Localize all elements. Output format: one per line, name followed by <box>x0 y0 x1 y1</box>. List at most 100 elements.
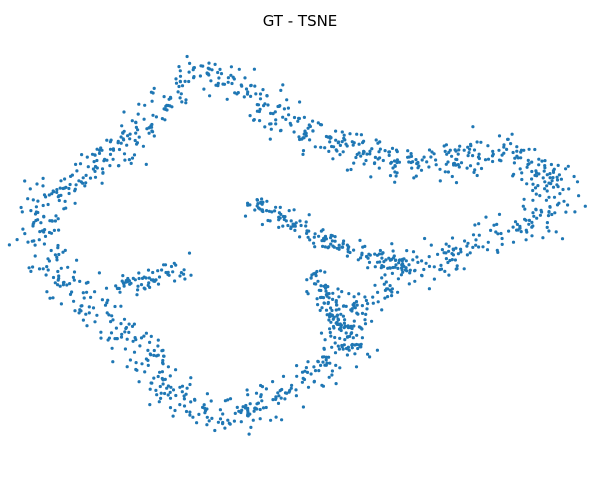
scatter-point <box>109 320 113 324</box>
scatter-point <box>541 176 545 180</box>
scatter-point <box>500 242 504 246</box>
scatter-point <box>136 128 140 132</box>
scatter-point <box>129 281 133 285</box>
scatter-point <box>497 212 502 216</box>
scatter-point <box>547 229 551 233</box>
scatter-point <box>134 125 138 129</box>
scatter-point <box>289 123 293 127</box>
scatter-point <box>327 149 331 153</box>
scatter-point <box>542 169 546 173</box>
scatter-point <box>122 129 126 133</box>
scatter-point <box>339 328 343 333</box>
scatter-point <box>146 268 151 272</box>
scatter-point <box>150 122 154 127</box>
scatter-point <box>491 149 495 153</box>
scatter-point <box>448 148 452 152</box>
scatter-point <box>318 308 322 312</box>
scatter-point <box>274 415 278 419</box>
chart-title: GT - TSNE <box>262 12 338 30</box>
scatter-point <box>29 209 33 213</box>
scatter-point <box>324 289 328 293</box>
scatter-point <box>163 118 167 122</box>
scatter-point <box>343 324 347 329</box>
scatter-point <box>270 210 274 214</box>
scatter-point <box>536 184 540 188</box>
scatter-point <box>347 348 351 352</box>
scatter-point <box>513 220 518 224</box>
scatter-point <box>259 393 263 397</box>
scatter-point <box>53 281 57 285</box>
scatter-point <box>277 394 281 398</box>
scatter-point <box>189 400 193 404</box>
scatter-point <box>466 145 470 149</box>
scatter-point <box>303 129 307 133</box>
scatter-point <box>381 251 385 255</box>
scatter-point <box>453 148 457 152</box>
scatter-point <box>55 255 59 259</box>
scatter-point <box>532 214 536 218</box>
scatter-point <box>27 266 31 270</box>
scatter-point <box>138 344 142 348</box>
scatter-point <box>530 169 534 174</box>
scatter-point <box>43 234 48 238</box>
scatter-point <box>72 299 76 303</box>
scatter-point <box>429 243 433 247</box>
scatter-point <box>456 252 460 256</box>
scatter-point <box>111 360 115 364</box>
scatter-point <box>143 370 147 374</box>
scatter-point <box>213 428 217 433</box>
scatter-point <box>471 125 475 129</box>
scatter-point <box>93 290 97 294</box>
scatter-point <box>338 366 342 370</box>
scatter-point <box>180 100 184 104</box>
scatter-point <box>47 259 52 263</box>
scatter-point <box>329 136 333 140</box>
scatter-point <box>545 189 549 193</box>
scatter-point <box>388 266 392 270</box>
scatter-point <box>166 270 170 274</box>
scatter-point <box>33 243 37 247</box>
scatter-point <box>337 243 341 247</box>
scatter-point <box>150 99 154 103</box>
scatter-point <box>23 232 27 236</box>
scatter-point <box>562 199 566 203</box>
scatter-point <box>271 112 275 116</box>
scatter-point <box>289 219 293 223</box>
scatter-point <box>566 164 570 168</box>
scatter-point <box>68 292 73 296</box>
scatter-point <box>303 369 307 373</box>
scatter-point <box>192 66 196 70</box>
scatter-point <box>93 169 97 173</box>
scatter-point <box>249 84 253 88</box>
scatter-point <box>171 270 175 274</box>
scatter-point <box>371 301 375 305</box>
scatter-point <box>538 194 542 198</box>
scatter-point <box>180 384 185 388</box>
scatter-point <box>543 166 547 170</box>
scatter-point <box>368 149 372 153</box>
scatter-point <box>277 218 281 222</box>
scatter-point <box>31 198 35 202</box>
scatter-point <box>251 418 255 422</box>
scatter-point <box>203 406 207 410</box>
scatter-point <box>144 162 148 166</box>
scatter-point <box>372 161 377 166</box>
scatter-point <box>242 95 246 99</box>
scatter-point <box>430 150 434 154</box>
scatter-point <box>354 155 358 160</box>
scatter-point <box>313 145 317 149</box>
scatter-point <box>465 166 469 170</box>
scatter-point <box>177 65 181 69</box>
scatter-point <box>300 380 304 384</box>
scatter-point <box>330 345 334 349</box>
scatter-point <box>494 230 498 234</box>
scatter-point <box>444 257 448 261</box>
scatter-point <box>327 318 331 322</box>
scatter-point <box>81 176 85 180</box>
scatter-point <box>162 107 166 111</box>
scatter-point <box>120 124 124 128</box>
scatter-point <box>323 338 327 342</box>
scatter-point <box>122 138 126 142</box>
scatter-point <box>173 279 177 283</box>
scatter-point <box>61 250 65 254</box>
